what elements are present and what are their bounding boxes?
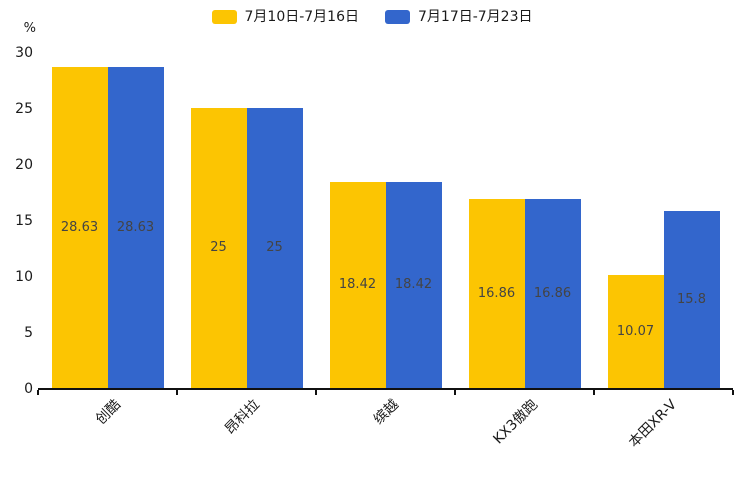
y-tick-label: 10 [15, 269, 33, 285]
bar-value-label: 28.63 [60, 219, 99, 235]
y-tick-label: 15 [15, 213, 33, 229]
bar-series2 [385, 181, 442, 388]
x-category-label: 昂科拉 [221, 396, 263, 438]
y-tick-label: 20 [15, 157, 33, 173]
legend-swatch [211, 10, 237, 24]
legend-item: 7月17日-7月23日 [385, 8, 533, 26]
bar-series2 [663, 211, 720, 388]
x-axis-tick [593, 390, 595, 395]
x-axis-tick [454, 390, 456, 395]
bar-series1 [190, 108, 247, 388]
x-axis-tick [315, 390, 317, 395]
bar-value-label: 25 [210, 240, 227, 255]
bar-series2 [246, 108, 303, 388]
bar-series2 [524, 199, 581, 388]
x-category-label: 本田XR-V [625, 396, 680, 451]
legend-item: 7月10日-7月16日 [211, 8, 360, 26]
bar-series1 [329, 181, 386, 388]
bar-series1 [51, 67, 108, 388]
bar-value-label: 15.8 [677, 291, 706, 307]
x-category-label: 缤越 [370, 396, 402, 428]
bar-series2 [107, 67, 164, 388]
bar-value-label: 18.42 [394, 276, 433, 292]
x-axis-tick [732, 390, 734, 395]
x-category-label: 创酷 [92, 396, 124, 428]
x-axis-tick [37, 390, 39, 395]
legend-swatch [385, 10, 410, 24]
bar-value-label: 10.07 [616, 323, 655, 339]
x-axis-line [38, 388, 733, 390]
legend-label: 7月10日-7月16日 [244, 9, 360, 25]
bar-value-label: 25 [266, 240, 283, 255]
x-category-label: KX3傲跑 [489, 396, 541, 448]
legend-label: 7月17日-7月23日 [418, 9, 533, 25]
x-axis-tick [176, 390, 178, 395]
y-axis-unit-label: % [23, 21, 36, 36]
bar-series1 [468, 199, 525, 388]
chart-legend: 7月10日-7月16日 7月17日-7月23日 [0, 7, 744, 27]
bar-series1 [607, 275, 664, 388]
bar-value-label: 16.86 [477, 285, 516, 301]
bar-value-label: 28.63 [116, 219, 155, 235]
y-tick-label: 5 [24, 325, 33, 341]
bar-value-label: 18.42 [338, 276, 377, 292]
y-tick-label: 0 [24, 381, 33, 397]
y-tick-label: 30 [15, 45, 33, 61]
bar-value-label: 16.86 [533, 285, 572, 301]
y-tick-label: 25 [15, 101, 33, 117]
